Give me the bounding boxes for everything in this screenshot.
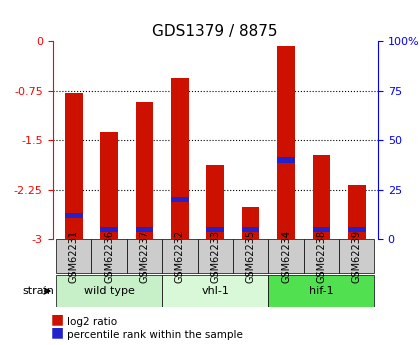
Bar <box>100 227 118 232</box>
Bar <box>136 227 153 232</box>
Text: vhl-1: vhl-1 <box>201 286 229 296</box>
Text: strain: strain <box>22 286 54 296</box>
Text: GSM62236: GSM62236 <box>104 229 114 283</box>
Text: ■: ■ <box>50 312 63 326</box>
FancyBboxPatch shape <box>233 239 268 273</box>
FancyBboxPatch shape <box>92 239 127 273</box>
FancyBboxPatch shape <box>162 275 268 307</box>
FancyBboxPatch shape <box>268 275 375 307</box>
Bar <box>171 78 189 239</box>
Bar <box>312 155 330 239</box>
FancyBboxPatch shape <box>162 239 197 273</box>
FancyBboxPatch shape <box>339 239 375 273</box>
Text: log2 ratio: log2 ratio <box>67 317 117 327</box>
Text: ■: ■ <box>50 325 63 339</box>
FancyBboxPatch shape <box>56 239 92 273</box>
Text: GSM62234: GSM62234 <box>281 229 291 283</box>
Text: hif-1: hif-1 <box>309 286 334 296</box>
Title: GDS1379 / 8875: GDS1379 / 8875 <box>152 24 278 39</box>
Bar <box>277 46 295 239</box>
Bar <box>242 207 260 239</box>
Bar <box>65 213 83 218</box>
Text: GSM62237: GSM62237 <box>139 229 150 283</box>
Text: wild type: wild type <box>84 286 134 296</box>
Text: percentile rank within the sample: percentile rank within the sample <box>67 330 243 340</box>
Bar <box>171 197 189 202</box>
Bar <box>277 157 295 162</box>
Bar <box>348 227 366 232</box>
FancyBboxPatch shape <box>197 239 233 273</box>
Bar <box>65 93 83 239</box>
Text: GSM62235: GSM62235 <box>246 229 256 283</box>
Bar <box>136 102 153 239</box>
Text: GSM62239: GSM62239 <box>352 229 362 283</box>
FancyBboxPatch shape <box>56 275 162 307</box>
FancyBboxPatch shape <box>127 239 162 273</box>
FancyBboxPatch shape <box>268 239 304 273</box>
Text: GSM62238: GSM62238 <box>316 229 326 283</box>
Text: GSM62231: GSM62231 <box>69 229 79 283</box>
Bar <box>348 185 366 239</box>
Bar <box>206 227 224 232</box>
Bar <box>206 165 224 239</box>
Bar <box>312 227 330 232</box>
FancyBboxPatch shape <box>304 239 339 273</box>
Text: GSM62232: GSM62232 <box>175 229 185 283</box>
Text: GSM62233: GSM62233 <box>210 229 220 283</box>
Bar <box>100 132 118 239</box>
Bar <box>242 227 260 232</box>
